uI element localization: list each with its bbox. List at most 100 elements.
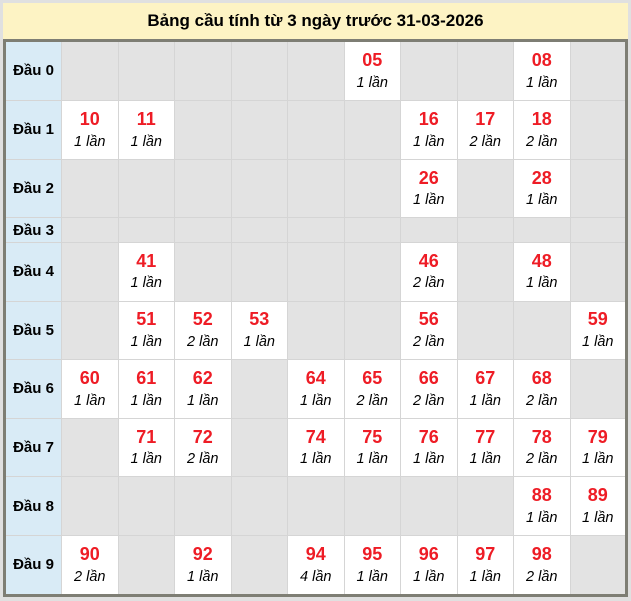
number-cell-53: 53 1 lần (230, 300, 288, 361)
number-cell-11: 11 1 lần (117, 99, 175, 160)
occurrence-count: 1 lần (130, 392, 162, 409)
number-cell-75: 75 1 lần (343, 417, 401, 478)
number-cell-98: 98 2 lần (513, 534, 571, 597)
number-cell-78: 78 2 lần (513, 417, 571, 478)
number-cell-62: 62 1 lần (174, 359, 232, 419)
number-value: 18 (531, 108, 552, 129)
occurrence-count: 2 lần (526, 133, 558, 150)
number-value: 16 (418, 108, 439, 129)
number-cell-89: 89 1 lần (569, 476, 627, 536)
empty-cell (117, 40, 175, 101)
number-cell-67: 67 1 lần (456, 359, 514, 419)
occurrence-count: 1 lần (469, 451, 501, 468)
number-cell-51: 51 1 lần (117, 300, 175, 361)
number-value: 90 (79, 544, 100, 565)
number-value: 76 (418, 426, 439, 447)
empty-cell (513, 300, 571, 361)
empty-cell (174, 217, 232, 243)
empty-cell (569, 158, 627, 219)
occurrence-count: 2 lần (356, 392, 388, 409)
row-header-dau-4: Đầu 4 (4, 241, 62, 302)
number-value: 53 (249, 309, 270, 330)
occurrence-count: 1 lần (130, 275, 162, 292)
table-title: Bảng cầu tính từ 3 ngày trước 31-03-2026 (3, 3, 628, 39)
number-value: 72 (192, 426, 213, 447)
occurrence-count: 2 lần (469, 133, 501, 150)
number-cell-97: 97 1 lần (456, 534, 514, 597)
empty-cell (456, 476, 514, 536)
row-header-dau-1: Đầu 1 (4, 99, 62, 160)
empty-cell (117, 217, 175, 243)
row-header-dau-6: Đầu 6 (4, 359, 62, 419)
table-row: Đầu 3 (4, 217, 627, 243)
empty-cell (230, 476, 288, 536)
row-header-dau-0: Đầu 0 (4, 40, 62, 101)
occurrence-count: 4 lần (300, 568, 332, 585)
empty-cell (287, 300, 345, 361)
number-cell-59: 59 1 lần (569, 300, 627, 361)
empty-cell (117, 534, 175, 597)
empty-cell (230, 99, 288, 160)
occurrence-count: 1 lần (356, 568, 388, 585)
number-cell-79: 79 1 lần (569, 417, 627, 478)
number-cell-71: 71 1 lần (117, 417, 175, 478)
occurrence-count: 2 lần (413, 275, 445, 292)
empty-cell (513, 217, 571, 243)
number-value: 96 (418, 544, 439, 565)
table-row: Đầu 8 88 1 lần 89 1 lần (4, 476, 627, 536)
empty-cell (230, 241, 288, 302)
occurrence-count: 2 lần (187, 334, 219, 351)
number-cell-76: 76 1 lần (400, 417, 458, 478)
empty-cell (287, 241, 345, 302)
empty-cell (287, 158, 345, 219)
number-cell-88: 88 1 lần (513, 476, 571, 536)
occurrence-count: 2 lần (413, 392, 445, 409)
number-cell-72: 72 2 lần (174, 417, 232, 478)
empty-cell (343, 476, 401, 536)
number-value: 98 (531, 544, 552, 565)
occurrence-count: 1 lần (130, 334, 162, 351)
row-header-dau-9: Đầu 9 (4, 534, 62, 597)
occurrence-count: 2 lần (413, 334, 445, 351)
number-value: 46 (418, 250, 439, 271)
number-cell-48: 48 1 lần (513, 241, 571, 302)
number-value: 61 (136, 368, 157, 389)
number-value: 41 (136, 250, 157, 271)
occurrence-count: 1 lần (469, 392, 501, 409)
empty-cell (456, 217, 514, 243)
number-value: 75 (362, 426, 383, 447)
number-cell-28: 28 1 lần (513, 158, 571, 219)
number-value: 92 (192, 544, 213, 565)
empty-cell (61, 417, 119, 478)
occurrence-count: 2 lần (526, 451, 558, 468)
occurrence-count: 1 lần (300, 392, 332, 409)
number-value: 65 (362, 368, 383, 389)
empty-cell (174, 99, 232, 160)
empty-cell (400, 40, 458, 101)
number-cell-68: 68 2 lần (513, 359, 571, 419)
occurrence-count: 1 lần (187, 392, 219, 409)
table-row: Đầu 4 41 1 lần 46 2 lần 48 1 lần (4, 241, 627, 302)
empty-cell (61, 217, 119, 243)
row-header-dau-7: Đầu 7 (4, 417, 62, 478)
number-value: 60 (79, 368, 100, 389)
empty-cell (61, 476, 119, 536)
number-value: 78 (531, 426, 552, 447)
number-value: 79 (587, 426, 608, 447)
empty-cell (343, 158, 401, 219)
empty-cell (569, 217, 627, 243)
number-cell-94: 94 4 lần (287, 534, 345, 597)
occurrence-count: 1 lần (356, 451, 388, 468)
empty-cell (174, 241, 232, 302)
empty-cell (343, 300, 401, 361)
number-cell-56: 56 2 lần (400, 300, 458, 361)
number-cell-10: 10 1 lần (61, 99, 119, 160)
occurrence-count: 1 lần (300, 451, 332, 468)
table-row: Đầu 7 71 1 lần 72 2 lần 74 1 lần 75 1 lần 76 1 lần… (4, 417, 627, 478)
empty-cell (569, 99, 627, 160)
table-row: Đầu 5 51 1 lần 52 2 lần 53 1 lần 56 2 lần 59 1 lần (4, 300, 627, 361)
number-value: 67 (475, 368, 496, 389)
number-cell-41: 41 1 lần (117, 241, 175, 302)
number-cell-92: 92 1 lần (174, 534, 232, 597)
number-cell-95: 95 1 lần (343, 534, 401, 597)
